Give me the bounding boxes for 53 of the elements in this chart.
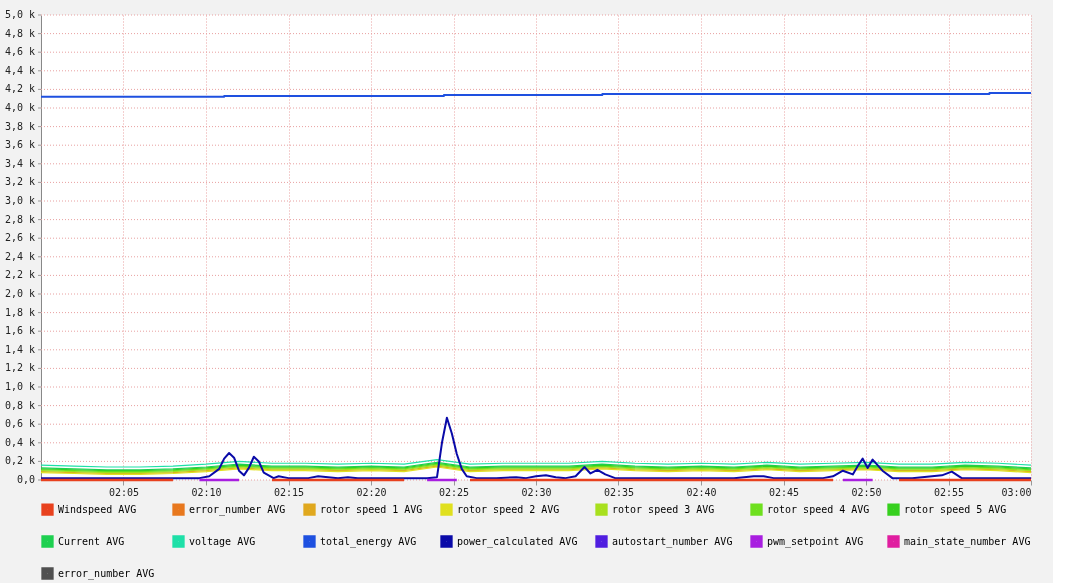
y-tick-label: 0,2 k <box>4 455 35 467</box>
y-tick-label: 3,2 k <box>4 176 35 188</box>
legend-label: rotor speed 3 AVG <box>612 503 715 515</box>
x-tick-label: 03:00 <box>1001 486 1032 498</box>
x-tick-label: 02:45 <box>768 486 800 498</box>
x-tick-label: 02:10 <box>191 486 222 498</box>
legend-label: rotor speed 1 AVG <box>320 503 423 515</box>
legend-label: rotor speed 2 AVG <box>457 503 560 515</box>
x-tick-label: 02:50 <box>851 486 882 498</box>
y-tick-label: 3,6 k <box>4 139 35 151</box>
y-tick-label: 3,8 k <box>4 120 35 132</box>
y-tick-label: 3,0 k <box>4 195 35 206</box>
legend-label: pwm_setpoint AVG <box>767 535 864 548</box>
legend-label: voltage AVG <box>189 535 256 547</box>
legend-label: rotor speed 5 AVG <box>904 503 1007 515</box>
legend-label: rotor speed 4 AVG <box>767 503 870 515</box>
legend-label: error_number AVG <box>189 503 286 516</box>
y-tick-label: 4,8 k <box>4 27 35 39</box>
x-tick-label: 02:40 <box>686 486 717 498</box>
x-tick-label: 02:30 <box>521 486 552 498</box>
x-tick-label: 02:55 <box>933 486 965 498</box>
y-tick-label: 3,4 k <box>4 157 35 169</box>
y-tick-label: 1,2 k <box>4 362 35 374</box>
y-tick-label: 5,0 k <box>4 9 35 20</box>
x-tick-label: 02:20 <box>356 486 387 498</box>
y-tick-label: 1,8 k <box>4 306 35 318</box>
y-tick-label: 1,6 k <box>4 325 35 337</box>
y-tick-label: 4,6 k <box>4 46 35 58</box>
y-tick-label: 2,8 k <box>4 213 35 225</box>
y-tick-label: 0,4 k <box>4 436 35 448</box>
y-tick-label: 0,8 k <box>4 399 35 411</box>
y-tick-label: 0,6 k <box>4 418 35 430</box>
legend-label: error_number AVG <box>58 567 155 580</box>
legend-label: total_energy AVG <box>320 535 417 548</box>
legend-label: Windspeed AVG <box>58 503 137 515</box>
legend-label: main_state_number AVG <box>904 535 1031 548</box>
y-tick-label: 2,2 k <box>4 269 35 281</box>
y-tick-label: 2,4 k <box>4 250 35 262</box>
legend-label: power_calculated AVG <box>457 535 578 548</box>
y-tick-label: 4,0 k <box>4 102 35 113</box>
y-tick-label: 1,4 k <box>4 343 35 355</box>
x-tick-label: 02:05 <box>108 486 140 498</box>
x-tick-label: 02:15 <box>273 486 305 498</box>
y-tick-label: 2,0 k <box>4 288 35 299</box>
y-tick-label: 4,2 k <box>4 83 35 95</box>
legend-label: autostart_number AVG <box>612 535 733 548</box>
y-tick-label: 0,0 <box>16 474 35 485</box>
x-tick-label: 02:25 <box>438 486 470 498</box>
y-tick-label: 1,0 k <box>4 381 35 392</box>
legend-label: Current AVG <box>58 535 125 547</box>
x-tick-label: 02:35 <box>603 486 635 498</box>
y-tick-label: 4,4 k <box>4 64 35 76</box>
y-tick-label: 2,6 k <box>4 232 35 244</box>
